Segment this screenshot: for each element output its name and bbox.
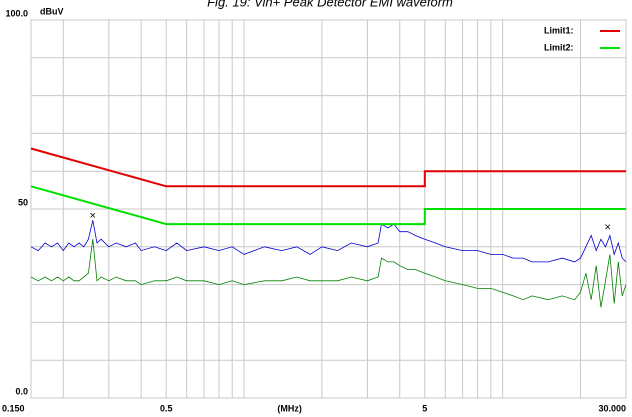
y-axis-unit: dBuV	[40, 6, 64, 16]
trace-line	[30, 220, 627, 263]
limit-line	[30, 147, 626, 188]
chart-title: Fig. 19: Vin+ Peak Detector EMI waveform	[207, 0, 453, 9]
legend-label: Limit1:	[544, 25, 574, 35]
peak-marker: ×	[605, 222, 611, 234]
x-tick-label: 5	[422, 403, 427, 413]
y-tick-label: 50	[18, 197, 28, 207]
legend-label: Limit2:	[544, 42, 574, 52]
x-tick-label: 0.5	[160, 403, 173, 413]
x-tick-label: 0.150	[2, 403, 25, 413]
trace-line	[30, 239, 627, 308]
x-tick-label: 30.000	[598, 403, 626, 413]
x-axis-label: (MHz)	[277, 403, 302, 413]
y-tick-label: 100.0	[5, 8, 28, 18]
peak-marker: ×	[90, 210, 96, 222]
y-tick-label: 0.0	[15, 386, 28, 396]
limit-line	[30, 185, 626, 226]
